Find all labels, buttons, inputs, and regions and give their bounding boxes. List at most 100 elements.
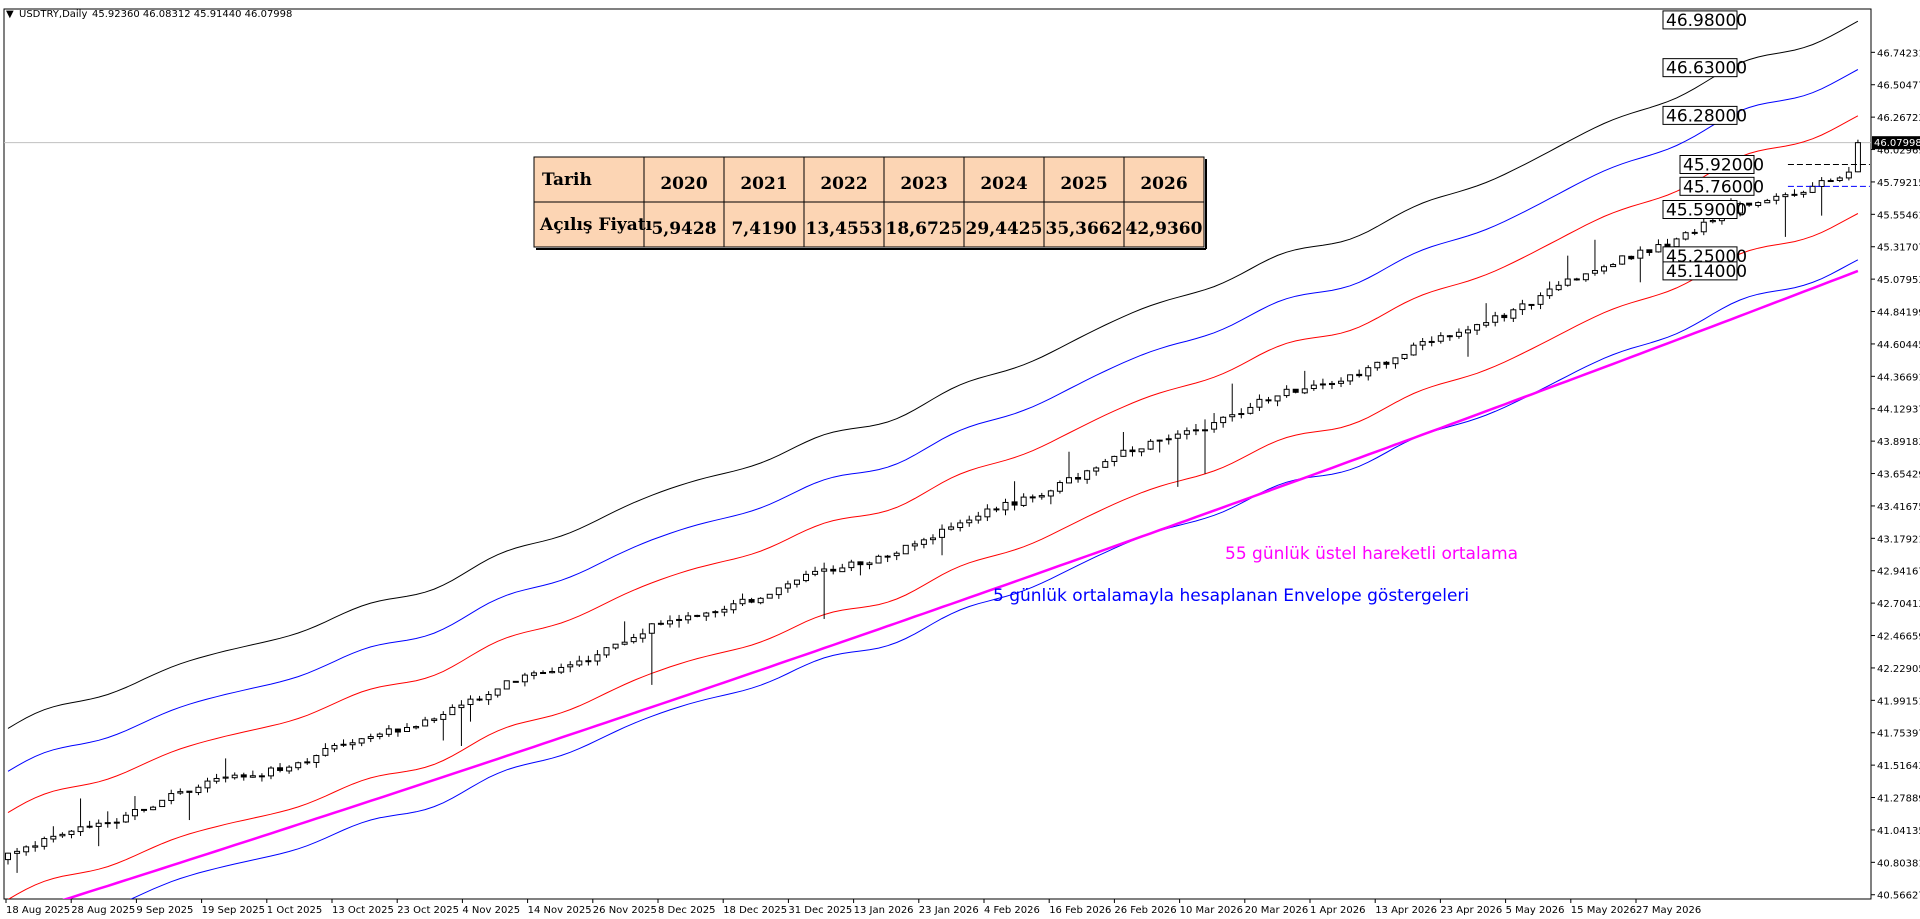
table-value: 13,4553 [806,219,883,239]
candle-body [1038,495,1045,498]
candle-body [748,599,755,603]
table-value: 35,3662 [1046,219,1123,239]
y-tick-label: 45.79215 [1877,178,1920,189]
table-value: 42,9360 [1126,219,1203,239]
candle-body [376,733,383,738]
x-tick-label: 5 May 2026 [1506,905,1565,916]
candle-body [168,793,175,801]
candle-body [1428,340,1435,343]
candle-body [86,825,93,828]
candle-body [585,660,592,663]
candle-body [222,776,229,779]
candle-body [558,666,565,673]
table-year: 2025 [1060,174,1107,194]
candle-body [1800,191,1807,195]
candle-body [295,762,302,769]
y-tick-label: 41.04135 [1877,826,1920,837]
candle-body [1845,171,1852,179]
candle-body [576,660,583,666]
y-tick-label: 41.75397 [1877,729,1920,740]
time-axis: 18 Aug 2025 28 Aug 2025 9 Sep 2025 19 Sep 2… [5,899,1701,916]
candle-body [141,808,148,811]
candle-body [313,755,320,763]
candle-body [1229,414,1236,418]
candle-body [1555,284,1562,291]
table-value: 5,9428 [651,219,716,239]
candle-body [902,544,909,555]
candle-body [939,528,946,538]
y-tick-label: 46.02969 [1877,146,1920,157]
level-box [1679,154,1755,174]
candle-body [1065,477,1072,484]
candle-body [95,822,102,827]
candle-body [1619,255,1626,265]
x-tick-label: 19 Sep 2025 [202,905,265,916]
candle-body [1410,344,1417,356]
y-tick-label: 44.36691 [1877,372,1920,383]
candle-body [277,767,284,771]
candle-body [385,728,392,735]
candle-body [1401,353,1408,359]
envelope-inner-lower [7,213,1859,899]
x-tick-label: 18 Aug 2025 [6,905,70,916]
candle-body [549,671,556,674]
candle-body [812,570,819,575]
ema-55-line [62,269,1859,899]
candle-body [394,728,401,733]
candle-body [920,539,927,545]
candle-body [1029,496,1036,499]
candle-body [1809,185,1816,193]
candle-body [1791,193,1798,196]
price-levels: 46.98000 46.63000 46.28000 45.9200045.76000… [1662,10,1870,282]
candle-body [1700,221,1707,233]
candle-body [1773,195,1780,201]
candle-body [911,543,918,547]
x-tick-label: 26 Feb 2026 [1114,905,1176,916]
candle-body [512,680,519,683]
candle-body [331,744,338,750]
candle-body [1102,461,1109,468]
chart-header-arrow-icon[interactable]: ▼ [6,9,14,20]
y-tick-label: 41.51643 [1877,761,1920,772]
candle-body [422,719,429,727]
candle-body [1573,278,1580,281]
envelope-middle-upper [7,69,1859,772]
candle-body [113,821,120,824]
current-price-label: 46.07998 [1874,138,1920,149]
candle-body [929,537,936,541]
y-tick-label: 46.50477 [1877,81,1920,92]
candle-body [1301,388,1308,394]
candle-body [966,519,973,524]
price-axis: 40.56627 40.80381 41.04135 41.27889 41.51643… [1871,48,1920,902]
candle-body [594,654,601,662]
envelope-outer-upper [7,20,1859,729]
table-header-label: Tarih [542,170,592,190]
candle-body [1564,278,1571,286]
candle-body [177,791,184,794]
candle-body [449,706,456,716]
candle-body [884,555,891,558]
candle-body [893,552,900,557]
envelope-inner-upper [7,115,1859,814]
candle-body [1673,238,1680,248]
candle-body [866,562,873,566]
candle-body [1528,303,1535,306]
candle-body [1610,264,1617,268]
candle-body [540,672,547,675]
candle-body [1292,388,1299,393]
candle-body [1664,243,1671,247]
candle-body [1437,335,1444,342]
candle-body [957,522,964,529]
candle-body [1383,361,1390,365]
candle-body [1238,413,1245,416]
candle-body [1156,439,1163,442]
candle-body [1120,449,1127,457]
candle-body [1347,374,1354,382]
candle-body [984,508,991,518]
level-label: 46.98000 [1666,11,1747,31]
x-tick-label: 13 Apr 2026 [1375,905,1437,916]
candle-body [521,674,528,683]
candle-body [1737,203,1744,214]
candle-body [1836,177,1843,181]
